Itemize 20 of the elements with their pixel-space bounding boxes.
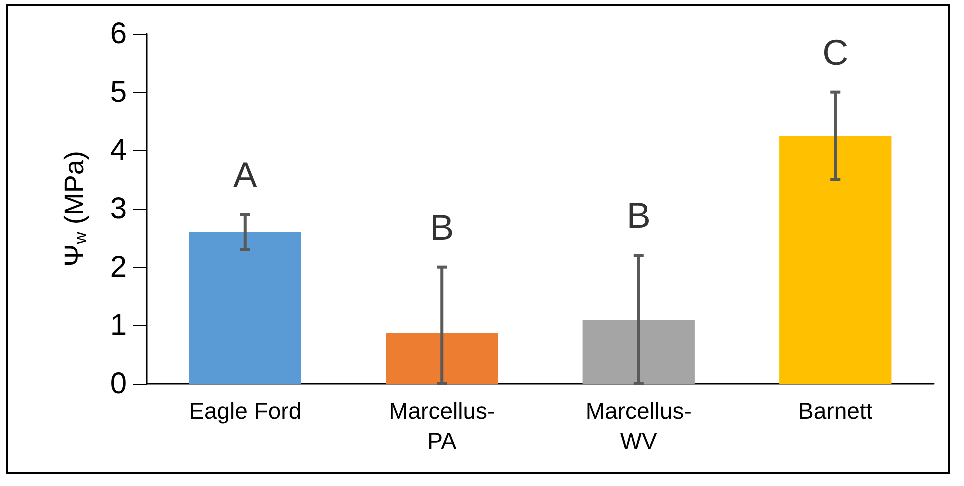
annotation: C [822, 32, 849, 73]
y-tick-label: 6 [110, 18, 127, 50]
bar [582, 320, 695, 384]
bar [780, 136, 892, 384]
x-tick-label: Barnett [798, 398, 874, 424]
annotation: A [233, 154, 258, 196]
annotation: B [430, 206, 454, 248]
bar [189, 232, 302, 384]
y-tick-label: 4 [110, 134, 127, 168]
y-tick-label: 5 [110, 76, 127, 109]
y-tick-label: 1 [110, 309, 127, 342]
y-tick-label: 2 [110, 250, 127, 284]
x-tick-label: Eagle Ford [189, 398, 302, 424]
y-axis-title: Ψw (MPa) [60, 151, 90, 267]
annotation: B [626, 195, 651, 236]
y-tick-label: 0 [110, 368, 127, 400]
x-tick-label: Marcellus-WV [586, 398, 692, 454]
y-tick-label: 3 [110, 192, 127, 226]
bar [386, 333, 498, 384]
x-tick-label: Marcellus-PA [389, 398, 496, 454]
